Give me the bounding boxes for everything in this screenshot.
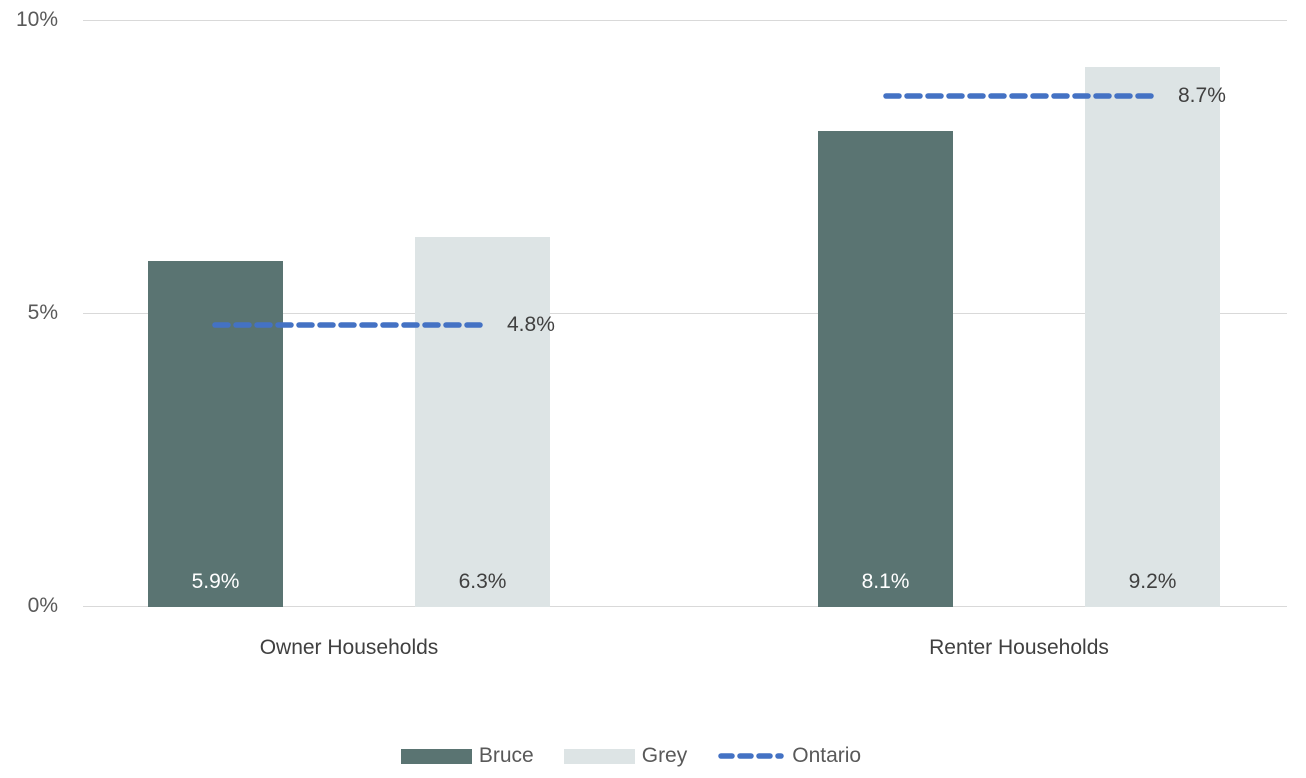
legend-label-grey: Grey [641,744,688,767]
bar-bruce-renter: 8.1% [818,131,953,607]
bar-value-label: 6.3% [458,569,507,593]
ontario-reference-line-owner: 4.8% [212,312,555,338]
legend-item-ontario: Ontario [717,743,861,769]
dashed-line [883,93,1158,99]
ontario-value-label: 8.7% [1178,84,1226,108]
bar-value-label: 5.9% [191,569,240,593]
grey-swatch-icon [563,748,635,764]
bar-value-label: 9.2% [1128,569,1177,593]
dashed-line [212,322,487,328]
legend-item-bruce: Bruce [400,743,534,769]
bar-grey-owner: 6.3% [415,237,550,607]
bar-bruce-owner: 5.9% [148,260,283,607]
legend: Bruce Grey Ontario [0,743,1306,769]
ontario-value-label: 4.8% [507,313,555,336]
axis-baseline [83,606,1287,607]
category-label-renter: Renter Households [929,636,1109,659]
bar-grey-renter: 9.2% [1085,66,1220,607]
legend-item-grey: Grey [563,743,688,769]
legend-label-bruce: Bruce [478,744,534,767]
dashed-line-icon [718,753,784,759]
ontario-reference-line-renter: 8.7% [883,83,1226,109]
y-tick-0: 0% [27,594,58,617]
gridline-5pct [83,313,1287,314]
category-label-owner: Owner Households [259,636,439,659]
bruce-swatch-icon [400,748,472,764]
y-tick-5: 5% [27,301,58,324]
gridline-10pct [83,20,1287,21]
legend-label-ontario: Ontario [792,744,862,767]
y-tick-10: 10% [15,8,58,31]
bar-value-label: 8.1% [861,569,910,593]
